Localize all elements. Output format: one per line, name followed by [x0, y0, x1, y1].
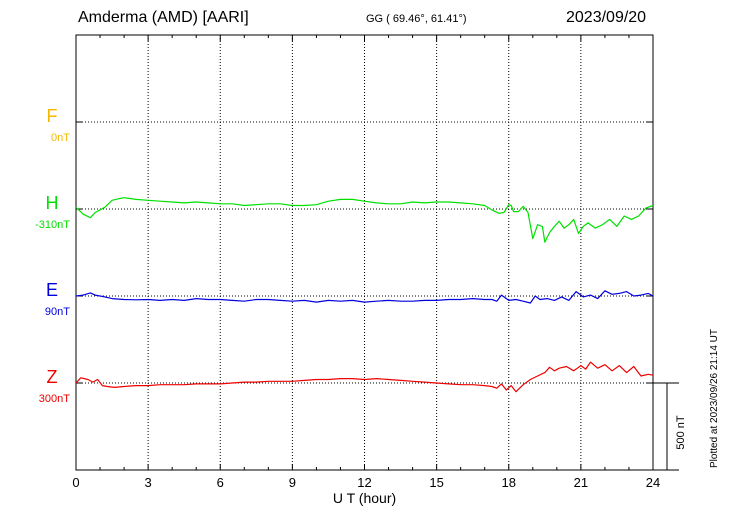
x-tick-label: 9 [289, 475, 296, 490]
scale-bar-label: 500 nT [675, 415, 687, 450]
channel-offset-H: -310nT [35, 219, 70, 231]
channel-label-F: F [47, 106, 58, 126]
x-tick-label: 0 [72, 475, 79, 490]
channel-offset-F: 0nT [51, 132, 70, 144]
label-layer: 0 3 6 9 12 15 18 21 24 U T (hour) F 0nT H -310nT E 90nT… [35, 106, 687, 506]
channel-label-E: E [46, 280, 58, 300]
x-tick-label: 12 [357, 475, 371, 490]
x-tick-label: 18 [502, 475, 516, 490]
station-title: Amderma (AMD) [AARI] [78, 9, 249, 26]
channel-offset-E: 90nT [45, 306, 70, 318]
series-layer [75, 197, 654, 393]
channel-label-H: H [46, 193, 59, 213]
x-tick-label: 6 [217, 475, 224, 490]
x-axis-label: U T (hour) [333, 490, 396, 506]
date-label: 2023/09/20 [566, 9, 647, 26]
channel-label-Z: Z [47, 367, 58, 387]
x-tick-label: 15 [429, 475, 443, 490]
x-tick-label: 3 [145, 475, 152, 490]
grid-layer [75, 34, 654, 471]
channel-offset-Z: 300nT [39, 393, 70, 405]
x-tick-label: 21 [574, 475, 588, 490]
series-line-Z [75, 361, 654, 393]
series-line-H [75, 197, 654, 243]
series-line-E [75, 290, 654, 304]
coordinates-label: GG ( 69.46°, 61.41°) [366, 13, 467, 25]
x-tick-label: 24 [646, 475, 660, 490]
